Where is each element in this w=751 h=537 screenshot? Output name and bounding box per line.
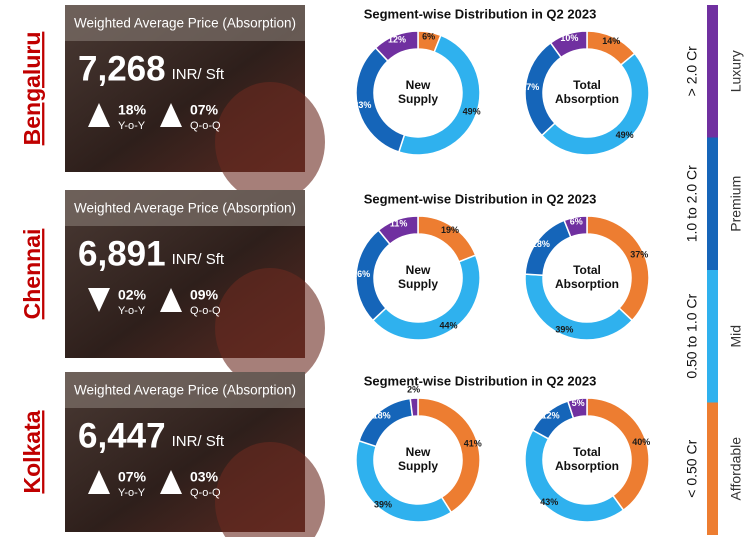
donut-value-label: 10% bbox=[560, 33, 578, 43]
donut-center-label: Total bbox=[573, 263, 601, 277]
legend-range: 1.0 to 2.0 Cr bbox=[684, 165, 700, 242]
legend-name: Affordable bbox=[728, 437, 744, 501]
donut-value-label: 6% bbox=[422, 31, 435, 41]
donut-value-label: 33% bbox=[353, 100, 371, 110]
legend-bar bbox=[707, 5, 718, 138]
donut-center-label: Total bbox=[573, 445, 601, 459]
donut-value-label: 43% bbox=[540, 497, 558, 507]
donut-value-label: 40% bbox=[632, 437, 650, 447]
donut-center-label: Absorption bbox=[555, 459, 619, 473]
legend-name: Premium bbox=[728, 176, 744, 232]
city-name: Kolkata bbox=[19, 410, 45, 493]
legend-range: < 0.50 Cr bbox=[684, 439, 700, 497]
donut-segment bbox=[359, 398, 412, 446]
price-unit: INR/ Sft bbox=[172, 66, 225, 83]
change-value: 09% bbox=[190, 287, 219, 303]
card-decor bbox=[215, 268, 325, 388]
infographic: < 0.50 Cr Affordable 0.50 to 1.0 Cr Mid 1.0 … bbox=[0, 0, 751, 537]
price-title: Weighted Average Price (Absorption) bbox=[74, 383, 296, 398]
donut-segment bbox=[410, 398, 418, 416]
donut-center-label: Absorption bbox=[555, 92, 619, 106]
distribution-title: Segment-wise Distribution in Q2 2023 bbox=[364, 191, 597, 206]
legend-bar bbox=[707, 138, 718, 271]
donut-center-label: New bbox=[406, 263, 431, 277]
change-value: 18% bbox=[118, 102, 147, 118]
distribution-title: Segment-wise Distribution in Q2 2023 bbox=[364, 6, 597, 21]
donut-value-label: 5% bbox=[572, 398, 585, 408]
donut-value-label: 18% bbox=[373, 410, 391, 420]
change-label: Q-o-Q bbox=[190, 305, 221, 317]
change-value: 07% bbox=[118, 469, 147, 485]
donut-value-label: 41% bbox=[464, 438, 482, 448]
donut-segment bbox=[525, 430, 623, 522]
donut-value-label: 49% bbox=[616, 130, 634, 140]
legend-name: Mid bbox=[728, 325, 744, 348]
donut-segment bbox=[356, 441, 451, 522]
donut-value-label: 39% bbox=[555, 325, 573, 335]
change-value: 02% bbox=[118, 287, 147, 303]
donut-center-label: Supply bbox=[398, 459, 438, 473]
legend-range: 0.50 to 1.0 Cr bbox=[684, 293, 700, 378]
change-label: Y-o-Y bbox=[118, 487, 146, 499]
donut-value-label: 39% bbox=[374, 499, 392, 509]
legend-bar bbox=[707, 270, 718, 403]
donut-center-label: Total bbox=[573, 78, 601, 92]
donut-center-label: Supply bbox=[398, 277, 438, 291]
change-value: 07% bbox=[190, 102, 219, 118]
change-label: Q-o-Q bbox=[190, 487, 221, 499]
donut-value-label: 18% bbox=[532, 239, 550, 249]
donut-value-label: 49% bbox=[463, 107, 481, 117]
donut-center-label: New bbox=[406, 78, 431, 92]
legend-range: > 2.0 Cr bbox=[684, 46, 700, 97]
donut-value-label: 12% bbox=[388, 34, 406, 44]
donut-value-label: 37% bbox=[630, 250, 648, 260]
donut-value-label: 11% bbox=[390, 219, 408, 229]
donut-center-label: Absorption bbox=[555, 277, 619, 291]
change-label: Y-o-Y bbox=[118, 120, 146, 132]
price-unit: INR/ Sft bbox=[172, 433, 225, 450]
donut-value-label: 27% bbox=[521, 82, 539, 92]
donut-value-label: 14% bbox=[602, 36, 620, 46]
donut-value-label: 44% bbox=[440, 321, 458, 331]
donut-value-label: 26% bbox=[352, 269, 370, 279]
donut-segment bbox=[418, 216, 476, 262]
donut-value-label: 2% bbox=[407, 385, 420, 395]
price-title: Weighted Average Price (Absorption) bbox=[74, 201, 296, 216]
city-name: Chennai bbox=[19, 229, 45, 320]
donut-value-label: 6% bbox=[570, 216, 583, 226]
price-value: 6,891 bbox=[78, 234, 166, 273]
donut-value-label: 19% bbox=[441, 225, 459, 235]
legend-name: Luxury bbox=[728, 50, 744, 92]
donut-center-label: Supply bbox=[398, 92, 438, 106]
donut-center-label: New bbox=[406, 445, 431, 459]
legend-bar bbox=[707, 403, 718, 536]
price-value: 6,447 bbox=[78, 416, 166, 455]
change-value: 03% bbox=[190, 469, 219, 485]
price-title: Weighted Average Price (Absorption) bbox=[74, 16, 296, 31]
change-label: Q-o-Q bbox=[190, 120, 221, 132]
price-unit: INR/ Sft bbox=[172, 251, 225, 268]
change-label: Y-o-Y bbox=[118, 305, 146, 317]
card-decor bbox=[215, 82, 325, 202]
price-value: 7,268 bbox=[78, 49, 166, 88]
distribution-title: Segment-wise Distribution in Q2 2023 bbox=[364, 373, 597, 388]
donut-value-label: 12% bbox=[542, 410, 560, 420]
city-name: Bengaluru bbox=[19, 32, 45, 146]
